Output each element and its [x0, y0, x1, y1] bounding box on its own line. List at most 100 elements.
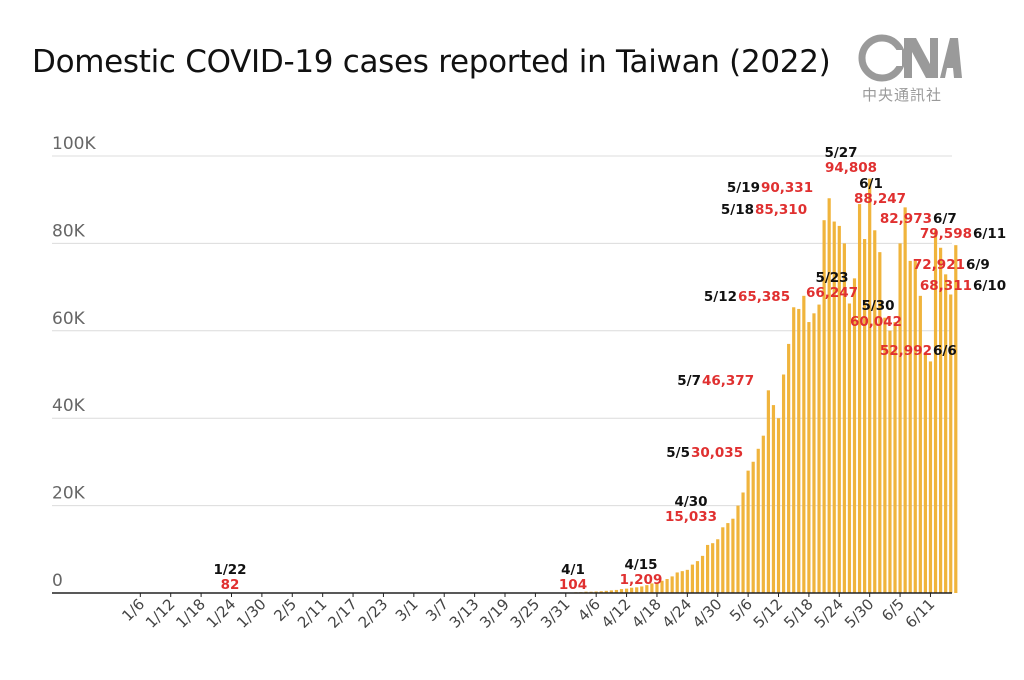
x-tick-label: 5/18	[780, 595, 817, 632]
annotation-value: 104	[559, 577, 587, 593]
bar	[954, 245, 958, 593]
bar	[726, 523, 730, 593]
bar	[594, 591, 598, 593]
bar	[624, 588, 629, 593]
annotation-date: 5/18	[721, 202, 754, 218]
annotation-value: 68,311	[920, 278, 972, 294]
annotation-value: 88,247	[854, 191, 906, 207]
bar	[802, 295, 806, 593]
bar	[685, 569, 689, 593]
bar	[604, 590, 608, 593]
bar	[944, 274, 948, 593]
bar	[761, 435, 765, 593]
bar	[751, 461, 755, 593]
bar	[731, 518, 735, 593]
annotation-date: 6/1	[859, 176, 883, 192]
bar	[807, 322, 811, 593]
bar	[852, 278, 857, 593]
annotation-value: 65,385	[738, 289, 790, 305]
bar	[878, 252, 882, 593]
annotation-value: 82	[221, 577, 240, 593]
bar	[695, 561, 700, 593]
y-tick-label: 20K	[52, 484, 86, 504]
y-tick-label: 100K	[52, 134, 96, 154]
bar	[680, 571, 684, 593]
x-tick-label: 1/30	[233, 595, 270, 632]
bar	[923, 352, 927, 593]
annotation-date: 4/30	[674, 494, 707, 510]
annotation-value: 52,992	[880, 343, 932, 359]
x-tick-label: 2/17	[324, 595, 361, 632]
x-tick-label: 4/12	[598, 595, 635, 632]
bar	[655, 582, 659, 593]
x-tick-label: 3/19	[476, 595, 513, 632]
bar	[787, 343, 791, 593]
bar	[939, 247, 943, 593]
cna-logo-subtitle: 中央通訊社	[862, 86, 943, 104]
x-tick-label: 1/18	[172, 595, 209, 632]
annotation-date: 4/15	[624, 557, 657, 573]
bar	[822, 220, 826, 593]
annotation-date: 6/6	[933, 343, 957, 359]
x-tick-label: 5/24	[811, 595, 848, 632]
x-tick-label: 5/30	[841, 595, 878, 632]
bar	[918, 295, 922, 593]
bar	[903, 207, 907, 594]
bar	[792, 307, 796, 593]
bar	[706, 544, 710, 593]
bar	[913, 260, 917, 593]
annotation-date: 4/1	[561, 562, 585, 578]
bar	[609, 590, 613, 593]
bar	[863, 239, 867, 593]
bar	[665, 579, 669, 593]
annotation-value: 90,331	[761, 180, 813, 196]
bar	[640, 586, 644, 593]
annotation-value: 94,808	[825, 160, 877, 176]
bar	[630, 587, 634, 593]
x-tick-label: 2/23	[355, 595, 392, 632]
bar	[771, 405, 776, 593]
x-tick-label: 4/24	[659, 595, 696, 632]
bar	[847, 303, 852, 593]
bar	[670, 576, 674, 593]
bar	[766, 390, 770, 593]
bar	[837, 225, 841, 594]
bar	[756, 448, 760, 593]
bar	[781, 374, 786, 593]
bar	[635, 587, 639, 593]
bar	[868, 178, 872, 593]
annotation-date: 5/27	[824, 145, 857, 161]
annotation-date: 6/11	[973, 226, 1006, 242]
bar	[797, 308, 801, 593]
bar	[817, 304, 821, 593]
bar	[898, 243, 902, 593]
x-tick-label: 4/18	[628, 595, 665, 632]
annotation-value: 30,035	[691, 445, 743, 461]
bar	[660, 580, 664, 593]
annotation-date: 5/12	[704, 289, 737, 305]
x-tick-label: 2/11	[294, 595, 331, 632]
y-tick-label: 60K	[52, 309, 86, 329]
bar	[599, 591, 603, 593]
bar	[711, 543, 715, 593]
bar	[675, 572, 679, 593]
x-tick-label: 3/31	[537, 595, 574, 632]
bar	[827, 198, 831, 593]
annotation-date: 5/7	[677, 373, 701, 389]
bar	[842, 243, 846, 593]
bar	[776, 418, 781, 593]
bar	[928, 361, 933, 593]
x-tick-label: 3/1	[392, 595, 422, 625]
x-tick-label: 3/13	[446, 595, 483, 632]
bar	[716, 539, 720, 593]
bar	[721, 527, 725, 593]
annotation-value: 1,209	[620, 572, 663, 588]
annotation-value: 46,377	[702, 373, 754, 389]
bar	[933, 230, 938, 593]
bar	[888, 330, 892, 593]
bar	[614, 589, 619, 593]
bar	[893, 322, 897, 593]
bar	[908, 260, 912, 593]
annotation-date: 5/19	[727, 180, 760, 196]
annotation-date: 5/5	[666, 445, 690, 461]
